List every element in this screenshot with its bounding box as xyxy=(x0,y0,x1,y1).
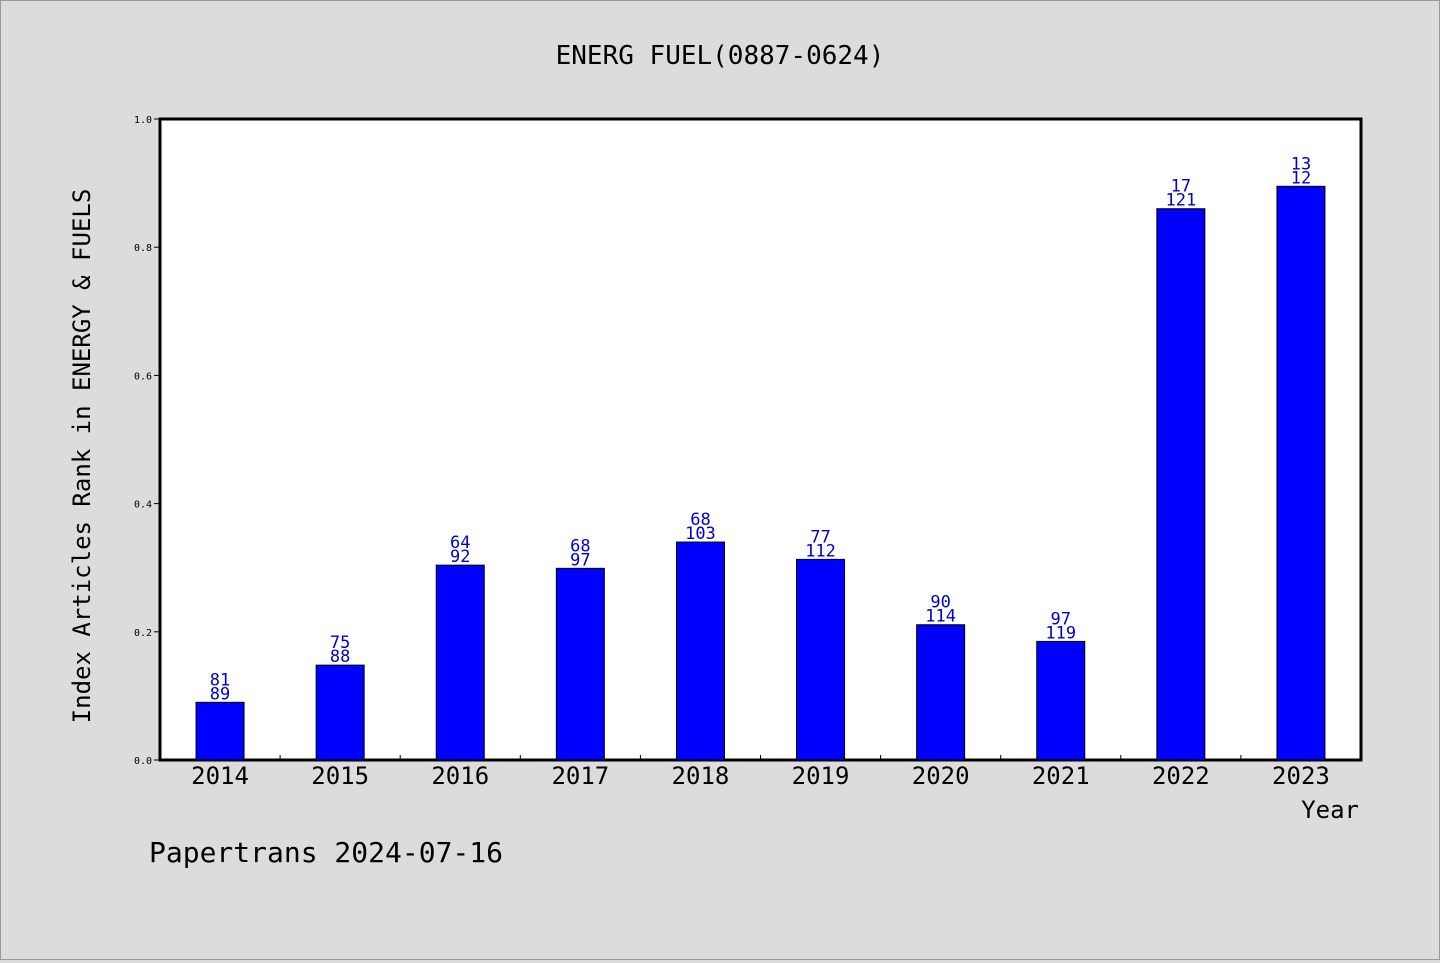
data-label-top: 81 xyxy=(210,670,230,690)
bar xyxy=(916,624,966,761)
data-label-top: 13 xyxy=(1291,154,1311,174)
x-tick-label: 2014 xyxy=(191,762,249,790)
y-tick-label: 0.8 xyxy=(134,243,152,254)
y-tick-label: 0.0 xyxy=(134,756,152,767)
chart-title: ENERG FUEL(0887-0624) xyxy=(556,41,885,71)
data-label-top: 97 xyxy=(1051,609,1071,629)
data-label-bottom: 92 xyxy=(450,547,470,567)
bar xyxy=(1036,640,1086,761)
x-tick-label: 2017 xyxy=(551,762,609,790)
bar xyxy=(195,701,245,761)
bar xyxy=(1156,208,1206,761)
y-axis-label: Index Articles Rank in ENERGY & FUELS xyxy=(68,189,96,724)
x-tick-label: 2015 xyxy=(311,762,369,790)
y-tick-label: 0.6 xyxy=(134,371,152,382)
bar xyxy=(555,567,605,761)
bar xyxy=(315,664,365,761)
bar xyxy=(796,558,846,761)
data-label-top: 64 xyxy=(450,533,470,553)
x-axis-label: Year xyxy=(1301,796,1359,824)
x-tick-label: 2021 xyxy=(1032,762,1090,790)
data-label-bottom: 97 xyxy=(570,550,590,570)
x-tick-label: 2023 xyxy=(1272,762,1330,790)
data-label-bottom: 112 xyxy=(805,541,836,561)
data-label-bottom: 119 xyxy=(1045,623,1076,643)
y-tick-label: 1.0 xyxy=(134,115,152,126)
y-tick-label: 0.2 xyxy=(134,628,152,639)
data-label-top: 90 xyxy=(930,593,950,613)
bar xyxy=(675,541,725,761)
data-label-bottom: 89 xyxy=(210,684,230,704)
bar xyxy=(1276,185,1326,761)
x-tick-label: 2018 xyxy=(672,762,730,790)
data-label-bottom: 12 xyxy=(1291,168,1311,188)
x-tick-label: 2016 xyxy=(431,762,489,790)
y-tick-label: 0.4 xyxy=(134,500,152,511)
data-label-top: 77 xyxy=(810,527,830,547)
x-tick-label: 2019 xyxy=(792,762,850,790)
data-label-top: 75 xyxy=(330,633,350,653)
x-tick-label: 2022 xyxy=(1152,762,1210,790)
data-label-top: 68 xyxy=(570,536,590,556)
data-label-bottom: 114 xyxy=(925,607,956,627)
data-label-bottom: 121 xyxy=(1165,191,1196,211)
bar xyxy=(435,564,485,761)
data-label-top: 68 xyxy=(690,510,710,530)
data-label-top: 17 xyxy=(1171,177,1191,197)
x-tick-label: 2020 xyxy=(912,762,970,790)
data-label-bottom: 88 xyxy=(330,647,350,667)
footer-text: Papertrans 2024-07-16 xyxy=(149,836,503,869)
data-label-bottom: 103 xyxy=(685,524,716,544)
